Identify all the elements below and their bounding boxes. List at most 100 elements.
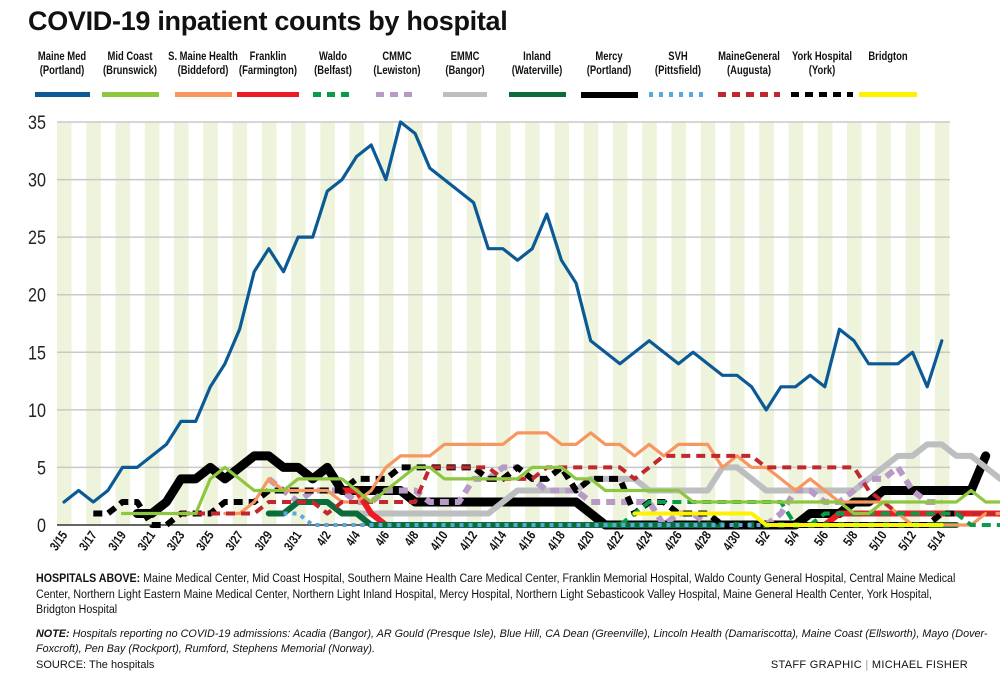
legend-item: Waldo (Belfast) bbox=[284, 50, 382, 78]
legend-sublabel: (Brunswick) bbox=[103, 65, 157, 77]
date-band bbox=[349, 122, 365, 525]
date-band bbox=[671, 122, 687, 525]
date-band bbox=[115, 122, 131, 525]
date-band bbox=[495, 122, 511, 525]
date-band bbox=[57, 122, 72, 525]
note: NOTE: Hospitals reporting no COVID-19 ad… bbox=[36, 627, 996, 657]
x-tick-label: 4/18 bbox=[545, 528, 569, 553]
series-line-mid-coast bbox=[120, 465, 1000, 516]
x-tick-label: 3/25 bbox=[194, 528, 218, 553]
x-tick-label: 5/8 bbox=[841, 528, 861, 548]
legend-label: SVH bbox=[668, 51, 688, 63]
y-tick-label: 20 bbox=[28, 284, 46, 306]
x-tick-label: 4/22 bbox=[603, 528, 627, 553]
legend-sublabel: (Portland) bbox=[39, 65, 85, 77]
date-band bbox=[788, 122, 804, 525]
legend-swatch bbox=[649, 92, 707, 97]
legend-label: York Hospital bbox=[791, 51, 853, 63]
x-tick-label: 4/4 bbox=[343, 528, 363, 548]
x-axis-labels: 3/15 3/17 3/19 3/21 3/23 3/25 3/27 3/29 3/31 4/2 4… bbox=[47, 528, 948, 553]
date-band bbox=[261, 122, 277, 525]
legend-label: CMMC bbox=[382, 51, 412, 63]
legend-label: Maine Med bbox=[37, 51, 87, 63]
legend-sublabel: (Bangor) bbox=[445, 65, 485, 77]
y-tick-label: 5 bbox=[37, 457, 46, 479]
chart-title: COVID-19 inpatient counts by hospital bbox=[28, 6, 508, 36]
hospitals-above-label: HOSPITALS ABOVE: bbox=[36, 571, 141, 585]
note-text: Hospitals reporting no COVID-19 admissio… bbox=[36, 628, 988, 655]
x-tick-label: 4/30 bbox=[720, 528, 744, 553]
x-tick-label: 3/15 bbox=[47, 528, 71, 553]
y-tick-label: 30 bbox=[28, 169, 46, 191]
x-tick-label: 4/26 bbox=[662, 528, 686, 553]
legend-swatch bbox=[313, 92, 353, 97]
hospitals-above-note: HOSPITALS ABOVE: Maine Medical Center, M… bbox=[36, 571, 973, 618]
credit-separator: | bbox=[865, 659, 869, 671]
date-band bbox=[934, 122, 950, 525]
x-tick-label: 3/19 bbox=[106, 528, 130, 553]
legend-label: EMMC bbox=[450, 51, 480, 63]
legend-swatch bbox=[508, 92, 566, 97]
y-tick-label: 0 bbox=[37, 515, 46, 537]
legend-sublabel: (Augusta) bbox=[726, 65, 771, 77]
date-band bbox=[437, 122, 452, 525]
date-band bbox=[847, 122, 862, 525]
legend-label: S. Maine Health bbox=[168, 51, 238, 63]
date-band bbox=[642, 122, 657, 525]
credit-staff: STAFF GRAPHIC bbox=[770, 659, 863, 671]
legend-item: SVH (Pittsfield) bbox=[629, 50, 727, 78]
x-tick-label: 5/6 bbox=[811, 528, 831, 548]
x-tick-label: 5/4 bbox=[782, 528, 802, 548]
x-tick-label: 5/14 bbox=[925, 528, 949, 553]
x-tick-label: 5/12 bbox=[896, 528, 920, 553]
legend-swatch bbox=[101, 92, 159, 97]
date-band bbox=[525, 122, 540, 525]
legend-item: CMMC (Lewiston) bbox=[348, 50, 446, 78]
x-tick-label: 3/27 bbox=[223, 528, 247, 553]
date-band bbox=[408, 122, 423, 525]
date-band bbox=[291, 122, 306, 525]
legend-item: EMMC (Bangor) bbox=[416, 50, 514, 78]
date-band bbox=[729, 122, 745, 525]
legend-swatch bbox=[580, 92, 638, 98]
x-tick-label: 4/14 bbox=[486, 528, 510, 553]
x-tick-label: 3/29 bbox=[252, 528, 276, 553]
legend-swatch bbox=[718, 92, 780, 97]
legend-label: Franklin bbox=[249, 51, 287, 63]
legend-label: Bridgton bbox=[868, 51, 908, 63]
legend-sublabel: (Farmington) bbox=[238, 65, 298, 77]
legend-item: Franklin (Farmington) bbox=[219, 50, 317, 78]
series-line-york-hospital bbox=[93, 464, 957, 528]
legend: Maine Med (Portland) Mid Coast (Brunswick) S… bbox=[0, 50, 1000, 102]
legend-item: York Hospital (York) bbox=[773, 50, 871, 78]
date-band bbox=[466, 122, 482, 525]
y-tick-label: 25 bbox=[28, 227, 46, 249]
date-band bbox=[759, 122, 774, 525]
x-tick-label: 5/2 bbox=[753, 528, 773, 548]
credit-author: MICHAEL FISHER bbox=[871, 659, 968, 671]
x-tick-label: 4/10 bbox=[428, 528, 452, 553]
legend-sublabel: (Portland) bbox=[586, 65, 632, 77]
legend-swatch bbox=[791, 92, 853, 97]
date-band bbox=[876, 122, 891, 525]
legend-swatch bbox=[376, 92, 418, 97]
x-tick-label: 4/24 bbox=[633, 528, 657, 553]
legend-sublabel: (Pittsfield) bbox=[654, 65, 702, 77]
legend-label: Inland bbox=[523, 51, 551, 63]
date-band bbox=[86, 122, 101, 525]
date-band bbox=[612, 122, 628, 525]
y-tick-label: 35 bbox=[28, 112, 46, 134]
date-band bbox=[203, 122, 218, 525]
legend-label: Mercy bbox=[595, 51, 623, 63]
series-line-bridgton bbox=[632, 511, 944, 527]
x-tick-label: 4/20 bbox=[574, 528, 598, 553]
legend-label: MaineGeneral bbox=[718, 51, 780, 63]
legend-label: Waldo bbox=[319, 51, 347, 63]
date-band bbox=[700, 122, 716, 525]
legend-item: Maine Med (Portland) bbox=[13, 50, 111, 78]
series-line-maine-med bbox=[62, 120, 944, 504]
note-label: NOTE: bbox=[36, 628, 70, 640]
x-tick-label: 4/16 bbox=[516, 528, 540, 553]
legend-item: Inland (Waterville) bbox=[488, 50, 586, 78]
legend-swatch bbox=[34, 92, 90, 97]
